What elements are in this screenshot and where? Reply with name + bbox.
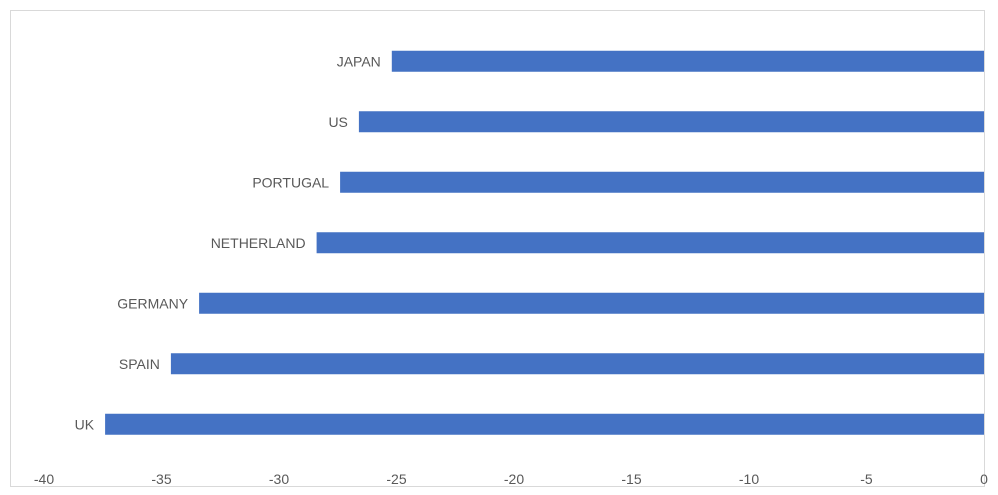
bar-uk: [105, 413, 985, 435]
bar-japan: [391, 50, 984, 72]
category-labels-layer: JAPAN US PORTUGAL NETHERLAND GERMANY SPAIN UK: [75, 53, 381, 432]
x-tick-label: -20: [504, 471, 524, 487]
bars-layer: [105, 50, 985, 435]
category-label-spain: SPAIN: [119, 356, 160, 372]
chart-frame: [10, 10, 985, 487]
x-tick-label: -35: [151, 471, 171, 487]
bar-portugal: [340, 171, 985, 193]
category-label-netherland: NETHERLAND: [211, 235, 306, 251]
category-label-us: US: [328, 114, 347, 130]
bar-spain: [170, 353, 984, 375]
category-label-germany: GERMANY: [117, 295, 188, 311]
category-label-uk: UK: [75, 416, 95, 432]
category-label-japan: JAPAN: [337, 53, 381, 69]
bar-us: [358, 111, 984, 133]
bar-netherland: [316, 232, 985, 254]
x-axis-ticks-layer: -40 -35 -30 -25 -20 -15 -10 -5 0: [34, 471, 988, 487]
x-tick-label: -40: [34, 471, 54, 487]
category-label-portugal: PORTUGAL: [252, 174, 329, 190]
bar-germany: [199, 292, 985, 314]
x-tick-label: 0: [980, 471, 988, 487]
x-tick-label: -25: [386, 471, 406, 487]
x-tick-label: -15: [621, 471, 641, 487]
x-tick-label: -30: [269, 471, 289, 487]
x-tick-label: -10: [739, 471, 759, 487]
x-tick-label: -5: [860, 471, 873, 487]
